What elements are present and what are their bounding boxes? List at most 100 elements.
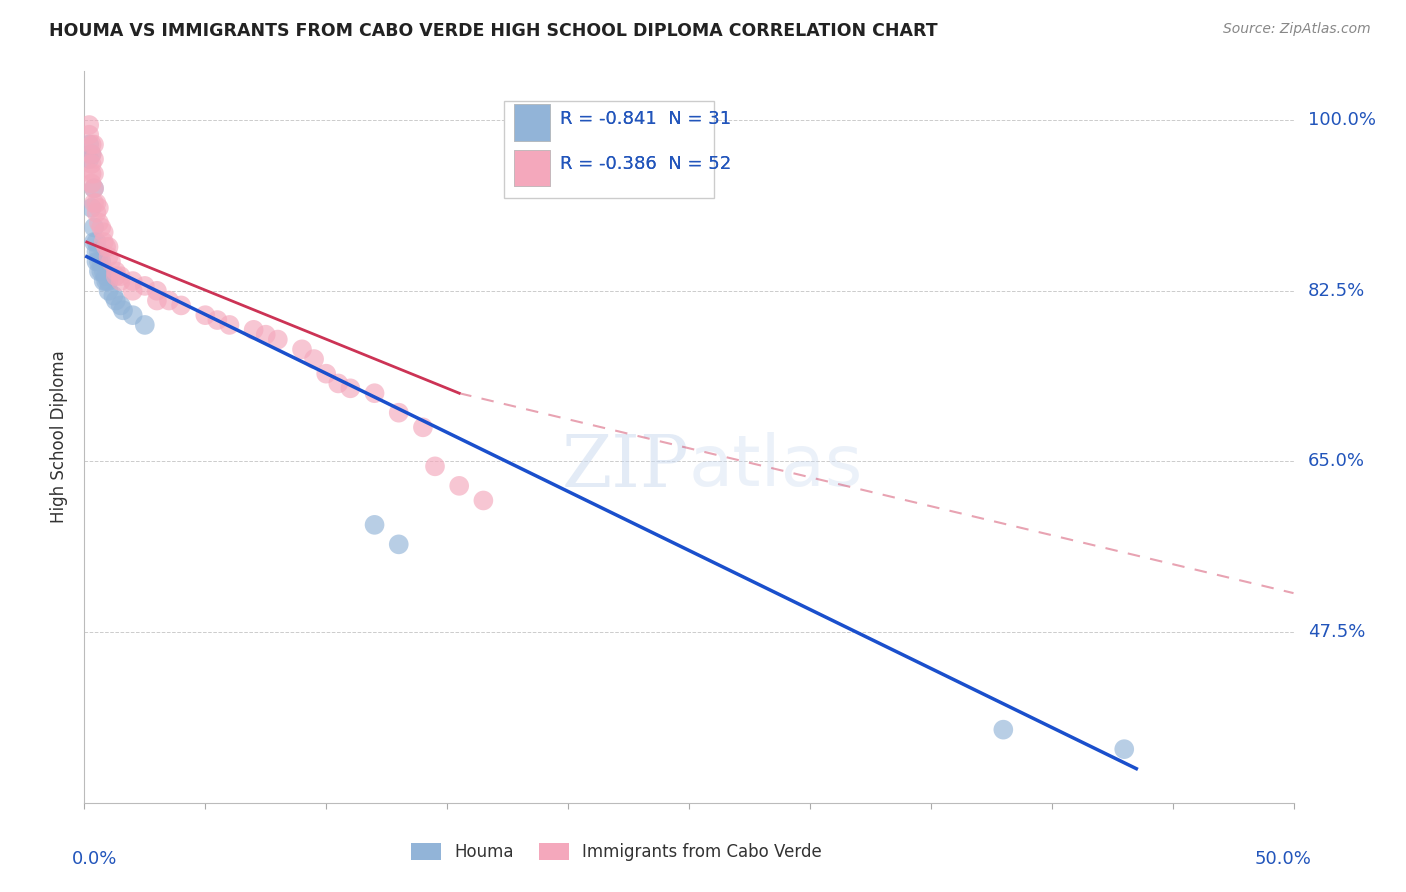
Point — [121, 274, 143, 288]
Point — [77, 137, 100, 152]
Point — [80, 147, 103, 161]
FancyBboxPatch shape — [503, 102, 714, 198]
Point — [134, 279, 156, 293]
Point — [104, 264, 127, 278]
Point — [363, 517, 385, 532]
Point — [93, 235, 115, 249]
Point — [302, 352, 325, 367]
Point — [472, 493, 495, 508]
Point — [103, 288, 125, 302]
Point — [254, 327, 277, 342]
Point — [94, 274, 117, 288]
Point — [1114, 742, 1136, 756]
Point — [77, 128, 100, 142]
Point — [77, 118, 100, 132]
Point — [146, 284, 169, 298]
Point — [87, 264, 110, 278]
Point — [87, 254, 110, 268]
Text: R = -0.841  N = 31: R = -0.841 N = 31 — [560, 110, 731, 128]
Point — [80, 137, 103, 152]
Text: atlas: atlas — [689, 432, 863, 500]
Point — [90, 220, 112, 235]
Point — [83, 167, 105, 181]
Point — [328, 376, 350, 391]
Point — [80, 157, 103, 171]
Point — [80, 147, 103, 161]
Text: 100.0%: 100.0% — [1308, 112, 1376, 129]
Point — [291, 343, 314, 357]
FancyBboxPatch shape — [513, 150, 550, 186]
Point — [86, 254, 108, 268]
Point — [315, 367, 337, 381]
Point — [242, 323, 264, 337]
Text: Source: ZipAtlas.com: Source: ZipAtlas.com — [1223, 22, 1371, 37]
Point — [134, 318, 156, 332]
Text: ZIP: ZIP — [561, 431, 689, 501]
Point — [388, 406, 411, 420]
Point — [146, 293, 169, 308]
Point — [194, 308, 217, 322]
Point — [97, 240, 120, 254]
Point — [363, 386, 385, 401]
Point — [83, 196, 105, 211]
Legend: Houma, Immigrants from Cabo Verde: Houma, Immigrants from Cabo Verde — [405, 836, 828, 868]
Point — [90, 264, 112, 278]
Point — [83, 152, 105, 166]
Point — [112, 303, 135, 318]
Point — [993, 723, 1015, 737]
Text: R = -0.386  N = 52: R = -0.386 N = 52 — [560, 155, 731, 173]
Text: 65.0%: 65.0% — [1308, 452, 1365, 470]
Point — [104, 269, 127, 284]
Point — [339, 381, 361, 395]
Point — [83, 181, 105, 195]
Point — [97, 274, 120, 288]
Point — [449, 479, 471, 493]
Point — [388, 537, 411, 551]
Point — [97, 284, 120, 298]
Point — [93, 274, 115, 288]
Point — [93, 225, 115, 239]
Point — [100, 254, 122, 268]
Point — [94, 269, 117, 284]
Point — [87, 215, 110, 229]
Point — [83, 235, 105, 249]
Point — [86, 196, 108, 211]
Point — [87, 244, 110, 259]
FancyBboxPatch shape — [513, 150, 550, 186]
Point — [110, 269, 132, 284]
Point — [87, 201, 110, 215]
Point — [97, 250, 120, 264]
Point — [77, 152, 100, 166]
Point — [80, 177, 103, 191]
Text: R = -0.841  N = 31: R = -0.841 N = 31 — [560, 110, 731, 128]
Point — [157, 293, 180, 308]
Point — [121, 284, 143, 298]
Point — [86, 235, 108, 249]
Point — [86, 206, 108, 220]
Text: 47.5%: 47.5% — [1308, 624, 1365, 641]
Point — [80, 167, 103, 181]
Y-axis label: High School Diploma: High School Diploma — [51, 351, 69, 524]
Point — [83, 137, 105, 152]
Point — [218, 318, 240, 332]
FancyBboxPatch shape — [513, 104, 550, 141]
Text: 82.5%: 82.5% — [1308, 282, 1365, 300]
Text: HOUMA VS IMMIGRANTS FROM CABO VERDE HIGH SCHOOL DIPLOMA CORRELATION CHART: HOUMA VS IMMIGRANTS FROM CABO VERDE HIGH… — [49, 22, 938, 40]
Text: 50.0%: 50.0% — [1254, 850, 1312, 868]
Point — [121, 308, 143, 322]
Point — [170, 298, 193, 312]
Point — [207, 313, 229, 327]
Point — [80, 201, 103, 215]
Point — [93, 264, 115, 278]
Point — [423, 459, 446, 474]
Point — [110, 298, 132, 312]
Point — [83, 220, 105, 235]
Point — [412, 420, 434, 434]
Point — [83, 181, 105, 195]
Point — [90, 254, 112, 268]
Point — [104, 293, 127, 308]
FancyBboxPatch shape — [513, 104, 550, 141]
Text: 0.0%: 0.0% — [72, 850, 118, 868]
Text: R = -0.386  N = 52: R = -0.386 N = 52 — [560, 155, 731, 173]
Point — [267, 333, 290, 347]
